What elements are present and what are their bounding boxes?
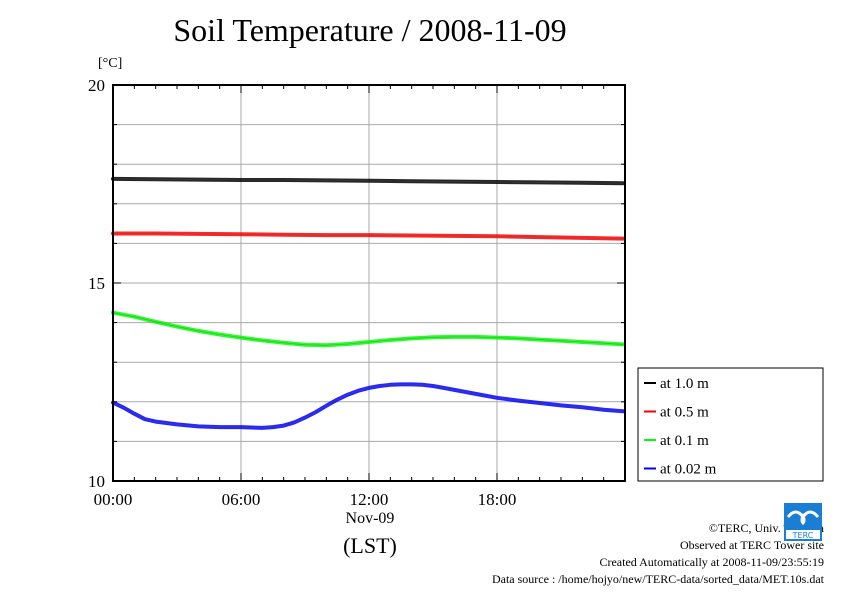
x-tick-label-12: 12:00 <box>350 490 389 509</box>
series-lines <box>111 176 625 430</box>
series-line-core-3 <box>112 384 623 429</box>
legend-label-0: at 1.0 m <box>660 376 709 392</box>
logo-text: TERC <box>792 531 814 540</box>
credit-created: Created Automatically at 2008-11-09/23:5… <box>599 555 824 569</box>
credit-observed: Observed at TERC Tower site <box>679 538 824 552</box>
x-tick-label-18: 18:00 <box>478 490 517 509</box>
grid-lines <box>113 85 625 481</box>
legend-box <box>637 367 824 482</box>
x-tick-label-0: 00:00 <box>94 490 133 509</box>
x-axis-date-label: Nov-09 <box>345 510 395 527</box>
credits-block: ©TERC, Univ. Tsukuba Observed at TERC To… <box>492 520 824 588</box>
y-tick-label-15: 15 <box>88 274 105 293</box>
series-line-core-0 <box>112 178 623 184</box>
y-tick-label-10: 10 <box>88 472 105 491</box>
credit-source: Data source : /home/hojyo/new/TERC-data/… <box>491 572 824 586</box>
credit-copyright: ©TERC, Univ. Tsukuba <box>708 521 824 535</box>
terc-logo-icon: TERC <box>784 503 822 541</box>
series-line-core-1 <box>113 233 623 239</box>
legend-label-3: at 0.02 m <box>660 462 717 478</box>
axis-ticks: 10 15 20 00:00 06:00 12:00 18:00 <box>88 76 626 509</box>
series-line-3 <box>111 382 625 430</box>
chart-title: Soil Temperature / 2008-11-09 <box>173 12 567 48</box>
legend-label-2: at 0.1 m <box>660 433 709 449</box>
x-tick-label-6: 06:00 <box>222 490 261 509</box>
y-tick-label-20: 20 <box>88 76 105 95</box>
legend: at 1.0 m at 0.5 m at 0.1 m at 0.02 m <box>637 367 824 482</box>
y-axis-unit-label: [°C] <box>98 56 123 71</box>
series-line-core-2 <box>112 312 623 346</box>
legend-label-1: at 0.5 m <box>660 405 709 421</box>
x-axis-label: (LST) <box>343 533 397 558</box>
series-line-1 <box>111 231 625 241</box>
